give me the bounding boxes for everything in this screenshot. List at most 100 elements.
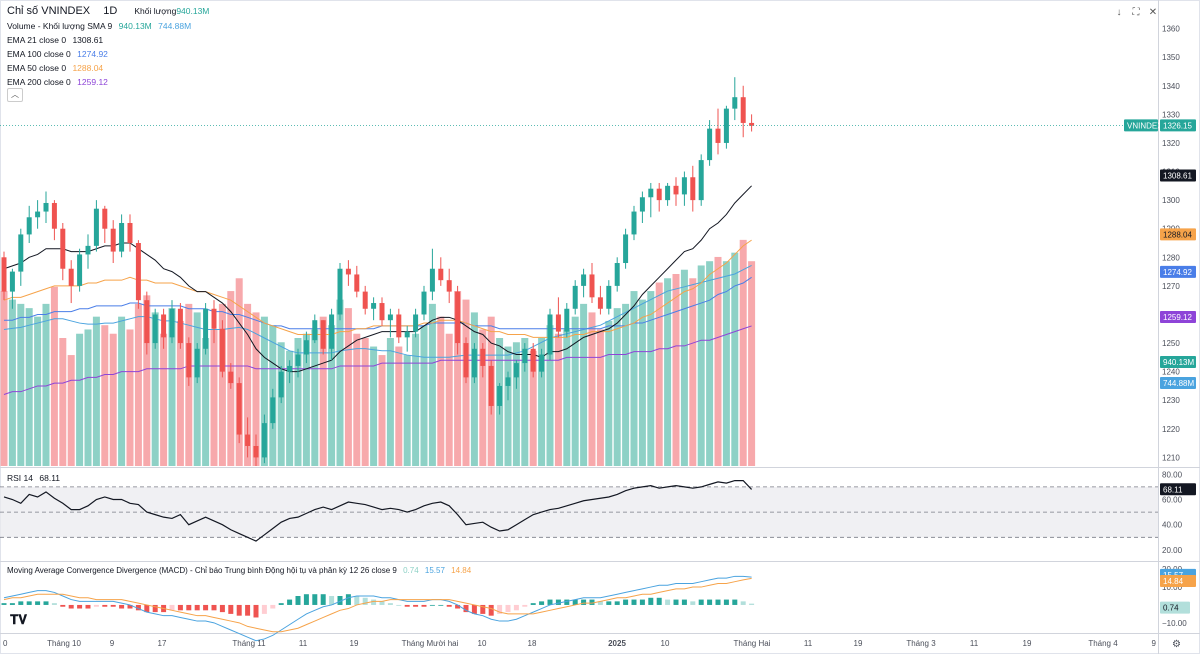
- volume-bar: [504, 346, 512, 466]
- volume-bar: [210, 329, 218, 466]
- ema21-price-tag-bg: [1160, 169, 1196, 182]
- candle-body: [51, 202, 57, 229]
- macd-histogram-bar: [505, 604, 511, 613]
- macd-histogram-bar: [681, 599, 687, 605]
- collapse-legend-button[interactable]: ︿: [7, 88, 23, 102]
- tradingview-logo[interactable]: 𝐓𝐕: [10, 612, 27, 628]
- macd-histogram-bar: [513, 604, 519, 611]
- candle-body: [186, 343, 192, 378]
- time-tick-label: Tháng 10: [47, 639, 81, 648]
- candle-body: [9, 271, 15, 292]
- macd-histogram-bar: [530, 603, 536, 605]
- price-tick-label: 1210: [1162, 453, 1180, 462]
- candle-body: [1, 257, 7, 292]
- macd-histogram-bar: [379, 601, 385, 605]
- macd-histogram-bar: [665, 599, 671, 605]
- volume-bar: [596, 329, 604, 466]
- volume-bar: [0, 291, 8, 466]
- candle-body: [421, 291, 427, 315]
- time-tick-label: 10: [661, 639, 670, 648]
- volume-bar: [160, 333, 168, 466]
- candle-body: [749, 122, 755, 126]
- rsi-tick-label: 40.00: [1162, 521, 1183, 530]
- candle-body: [228, 371, 234, 384]
- candle-body: [362, 291, 368, 309]
- macd-histogram-bar: [471, 604, 477, 614]
- price-tick-label: 1300: [1162, 196, 1180, 205]
- volume-bar: [143, 295, 151, 466]
- candle-body: [278, 371, 284, 398]
- volume-bar: [664, 278, 672, 466]
- candle-body: [656, 188, 662, 201]
- macd-histogram-bar: [623, 599, 629, 605]
- candle-body: [18, 234, 24, 272]
- volume-bar: [319, 316, 327, 466]
- interval-label[interactable]: 1D: [103, 5, 118, 17]
- arrow-down-icon[interactable]: ↓: [1116, 7, 1122, 18]
- macd-histogram-bar: [715, 599, 721, 605]
- macd-histogram-bar: [555, 599, 561, 605]
- candle-body: [539, 354, 545, 372]
- volume-bar: [386, 338, 394, 466]
- candle-body: [211, 308, 217, 329]
- candle-body: [102, 208, 108, 229]
- candle-body: [203, 308, 209, 349]
- volume-bar: [168, 308, 176, 466]
- legend-ema200[interactable]: EMA 200 close 0 1259.12: [7, 77, 112, 87]
- time-tick-label: 19: [1023, 639, 1032, 648]
- candle-body: [60, 228, 66, 269]
- price-tick-label: 1220: [1162, 425, 1180, 434]
- volume-bar: [244, 303, 252, 466]
- macd-signal-line: [3, 577, 752, 633]
- macd-histogram-bar: [320, 594, 326, 605]
- last-price-tag: 1326.15: [1163, 121, 1192, 130]
- time-tick-label: 11: [299, 639, 308, 648]
- macd-value-signal: 14.84: [451, 566, 472, 575]
- volume-bar: [395, 346, 403, 466]
- volume-bar: [605, 320, 613, 466]
- macd-histogram-bar: [102, 604, 108, 607]
- volume-bar: [680, 269, 688, 466]
- candle-body: [623, 234, 629, 264]
- expand-icon[interactable]: ⛶: [1132, 7, 1140, 18]
- volume-bar: [647, 291, 655, 466]
- candle-body: [572, 285, 578, 309]
- macd-histogram-bar: [85, 604, 91, 609]
- candle-body: [295, 354, 301, 366]
- legend-ema21[interactable]: EMA 21 close 0 1308.61: [7, 35, 107, 45]
- macd-histogram-bar: [648, 597, 654, 605]
- candle-body: [287, 365, 293, 372]
- candle-body: [497, 385, 503, 406]
- macd-histogram-bar: [303, 594, 309, 605]
- volume-bar: [235, 278, 243, 466]
- price-tick-label: 1360: [1162, 25, 1180, 34]
- macd-histogram-bar: [312, 594, 318, 605]
- macd-histogram-bar: [656, 597, 662, 605]
- rsi-tick-label: 80.00: [1162, 470, 1183, 479]
- ema200-label: EMA 200 close 0: [7, 77, 71, 87]
- volume-bar: [193, 312, 201, 466]
- candle-body: [480, 348, 486, 366]
- candle-body: [740, 97, 746, 123]
- volume-bar: [118, 316, 126, 466]
- legend-vol-sma[interactable]: Volume - Khối lượng SMA 9 940.13M 744.88…: [7, 21, 195, 31]
- candle-body: [219, 328, 225, 372]
- legend-rsi[interactable]: RSI 14 68.11: [7, 473, 64, 483]
- candle-body: [194, 348, 200, 378]
- candle-body: [631, 211, 637, 235]
- volume-bar: [412, 333, 420, 466]
- close-icon[interactable]: ✕: [1148, 7, 1158, 18]
- time-tick-label: 9: [110, 639, 115, 648]
- candle-body: [690, 177, 696, 201]
- legend-ema100[interactable]: EMA 100 close 0 1274.92: [7, 49, 112, 59]
- candle-body: [413, 314, 419, 332]
- macd-histogram-bar: [135, 604, 141, 611]
- volume-bar: [563, 329, 571, 466]
- candle-body: [522, 348, 528, 364]
- symbol-title[interactable]: Chỉ số VNINDEX: [7, 5, 91, 17]
- legend-ema50[interactable]: EMA 50 close 0 1288.04: [7, 63, 107, 73]
- legend-macd[interactable]: Moving Average Convergence Divergence (M…: [7, 566, 475, 575]
- candle-body: [135, 243, 141, 301]
- volume-bar: [17, 303, 25, 466]
